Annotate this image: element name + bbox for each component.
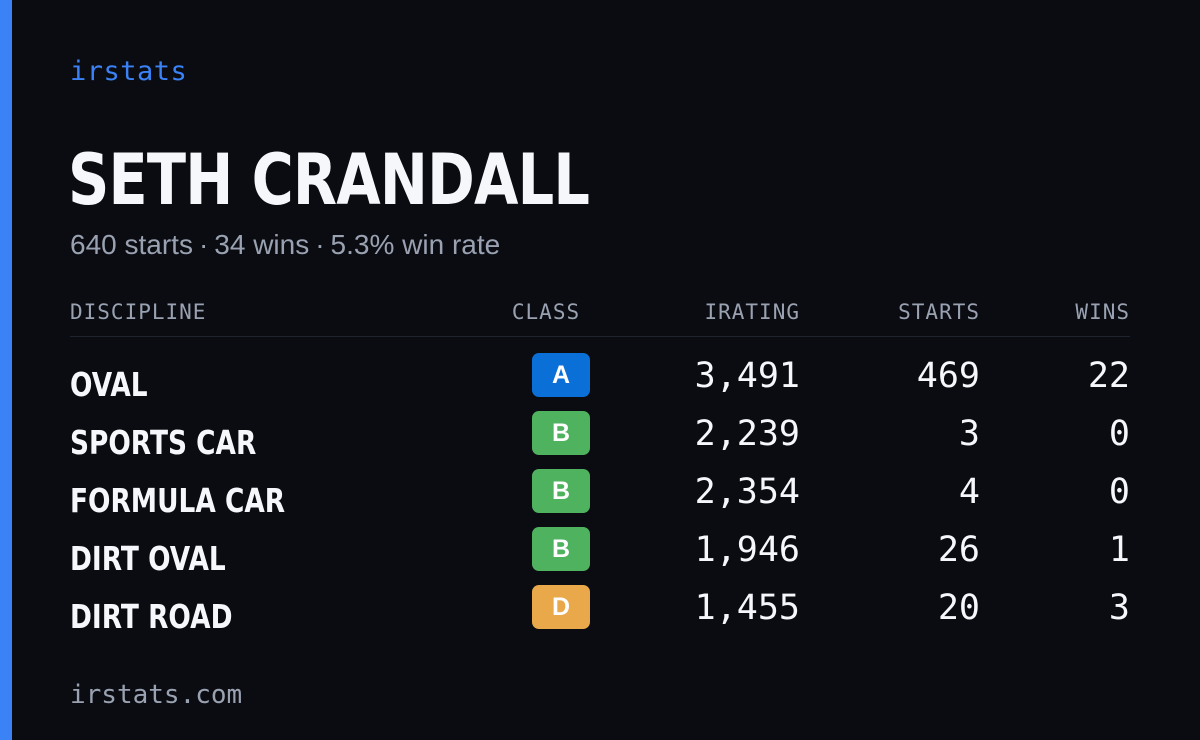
table-body: OVAL A 3,491 469 22 SPORTS CAR B 2,239 3… <box>70 353 1130 643</box>
discipline-name: DIRT ROAD <box>70 597 233 636</box>
wins-value: 3 <box>1108 588 1130 628</box>
summary-separator: · <box>315 229 325 260</box>
brand-logo: irstats <box>70 56 188 87</box>
header-wins: WINS <box>1075 300 1130 324</box>
starts-value: 4 <box>958 472 980 512</box>
table-header: DISCIPLINE CLASS IRATING STARTS WINS <box>70 296 1130 337</box>
discipline-name: OVAL <box>70 365 148 404</box>
table-row: OVAL A 3,491 469 22 <box>70 353 1130 411</box>
class-badge: B <box>532 469 590 513</box>
discipline-name: DIRT OVAL <box>70 539 226 578</box>
irating-value: 2,354 <box>694 472 800 512</box>
discipline-name: SPORTS CAR <box>70 423 257 462</box>
starts-value: 20 <box>937 588 980 628</box>
starts-value: 469 <box>916 356 980 396</box>
footer-url: irstats.com <box>70 680 243 710</box>
header-irating: IRATING <box>704 300 800 324</box>
starts-value: 26 <box>937 530 980 570</box>
wins-value: 1 <box>1108 530 1130 570</box>
wins-value: 22 <box>1087 356 1130 396</box>
driver-summary: 640 starts · 34 wins · 5.3% win rate <box>70 226 500 264</box>
table-row: FORMULA CAR B 2,354 4 0 <box>70 469 1130 527</box>
accent-bar <box>0 0 12 740</box>
class-badge: B <box>532 527 590 571</box>
discipline-table: DISCIPLINE CLASS IRATING STARTS WINS OVA… <box>70 296 1130 643</box>
irating-value: 1,946 <box>694 530 800 570</box>
starts-value: 3 <box>958 414 980 454</box>
summary-wins: 34 wins <box>214 229 310 260</box>
irating-value: 2,239 <box>694 414 800 454</box>
summary-win-rate: 5.3% win rate <box>330 229 501 260</box>
table-row: SPORTS CAR B 2,239 3 0 <box>70 411 1130 469</box>
header-discipline: DISCIPLINE <box>70 300 207 324</box>
class-badge: A <box>532 353 590 397</box>
irating-value: 1,455 <box>694 588 800 628</box>
header-starts: STARTS <box>898 300 980 324</box>
summary-starts: 640 starts <box>70 229 193 260</box>
summary-separator: · <box>198 229 209 260</box>
discipline-name: FORMULA CAR <box>70 481 286 520</box>
wins-value: 0 <box>1108 414 1130 454</box>
header-class: CLASS <box>511 300 581 324</box>
table-row: DIRT OVAL B 1,946 26 1 <box>70 527 1130 585</box>
irating-value: 3,491 <box>694 356 800 396</box>
class-badge: B <box>532 411 590 455</box>
driver-name: SETH CRANDALL <box>68 139 590 221</box>
class-badge: D <box>532 585 590 629</box>
wins-value: 0 <box>1108 472 1130 512</box>
table-row: DIRT ROAD D 1,455 20 3 <box>70 585 1130 643</box>
